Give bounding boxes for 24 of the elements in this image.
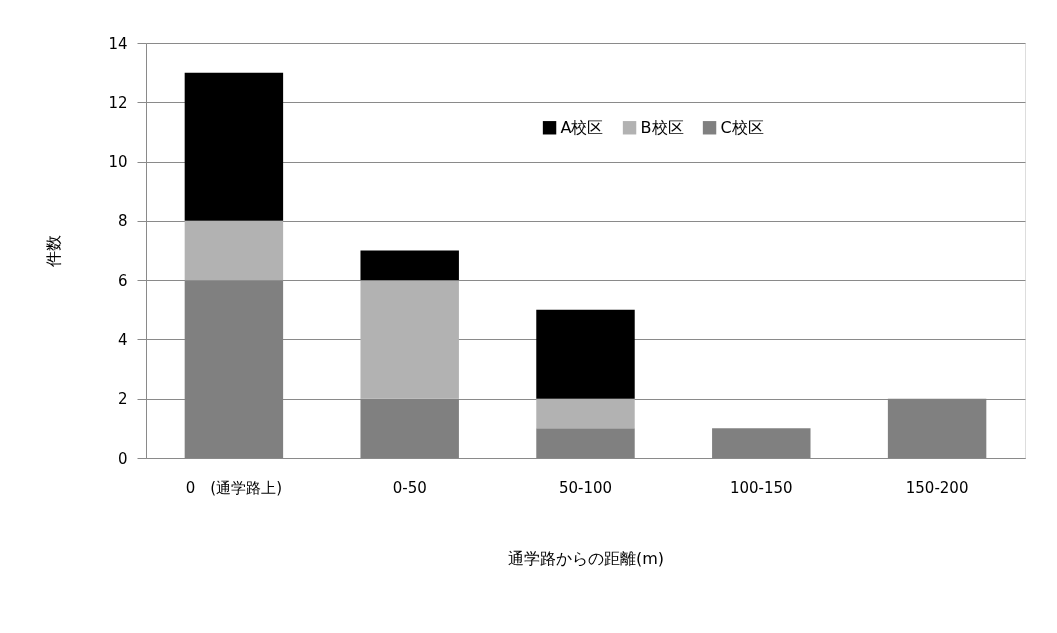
bar bbox=[360, 280, 459, 399]
y-tick-label: 10 bbox=[108, 153, 128, 172]
y-tick-label: 0 bbox=[117, 449, 128, 468]
x-tick-label: 150-200 bbox=[905, 478, 969, 497]
y-tick-label: 8 bbox=[117, 212, 128, 231]
y-axis-title: 件数 bbox=[44, 235, 64, 267]
y-tick-label: 2 bbox=[117, 390, 128, 409]
x-tick-label: 100-150 bbox=[729, 478, 793, 497]
bar bbox=[184, 72, 284, 221]
x-tick-label: 0-50 bbox=[392, 478, 427, 497]
legend-label: C校区 bbox=[720, 117, 764, 137]
legend-label: A校区 bbox=[560, 117, 604, 137]
y-tick-label: 6 bbox=[117, 271, 128, 290]
bar bbox=[360, 250, 459, 281]
y-tick-label: 12 bbox=[108, 93, 128, 112]
legend-label: B校区 bbox=[640, 117, 684, 137]
bar bbox=[536, 398, 635, 429]
y-tick-label: 4 bbox=[117, 330, 128, 349]
x-tick-label: 50-100 bbox=[558, 478, 613, 497]
y-tick-label: 14 bbox=[108, 34, 128, 53]
bar bbox=[536, 309, 635, 399]
x-axis-title: 通学路からの距離(m) bbox=[507, 548, 665, 568]
bar bbox=[184, 220, 284, 281]
x-tick-label: 0 (通学路上) bbox=[185, 478, 283, 497]
